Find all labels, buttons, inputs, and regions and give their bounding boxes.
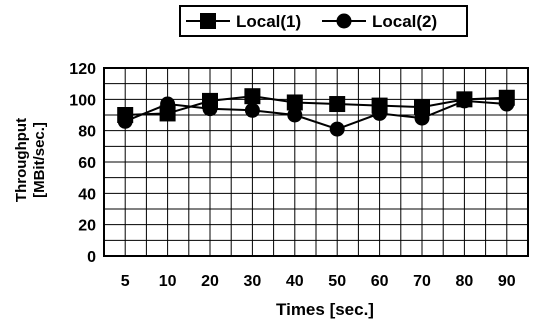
y-tick-label: 40	[78, 186, 96, 203]
y-tick-label: 20	[78, 218, 96, 235]
circle-marker	[329, 121, 345, 137]
series-2	[117, 93, 515, 137]
circle-marker	[499, 96, 515, 112]
x-tick-label: 50	[328, 273, 346, 290]
y-tick-label: 0	[87, 249, 96, 266]
legend: Local(1) Local(2)	[179, 5, 468, 37]
y-tick-label: 100	[69, 92, 96, 109]
square-marker	[414, 99, 430, 116]
circle-marker	[160, 96, 176, 112]
x-tick-labels: 5 10 20 30 40 50 60 70 80 90	[121, 273, 516, 290]
x-tick-label: 5	[121, 273, 130, 290]
y-tick-label: 120	[69, 61, 96, 78]
x-tick-label: 30	[244, 273, 262, 290]
x-tick-label: 40	[286, 273, 304, 290]
y-axis-title-line1: Throughput	[13, 118, 30, 202]
circle-marker	[414, 110, 430, 126]
legend-square-marker	[200, 13, 216, 29]
series-line	[124, 99, 507, 131]
legend-circle-marker	[336, 13, 352, 29]
x-tick-label: 60	[371, 273, 389, 290]
legend-label: Local(2)	[372, 12, 437, 31]
circle-marker	[244, 102, 260, 118]
circle-marker	[456, 93, 472, 109]
circle-marker	[287, 107, 303, 123]
x-axis-title: Times [sec.]	[276, 300, 374, 319]
circle-marker	[202, 101, 218, 117]
y-tick-label: 80	[78, 124, 96, 141]
circle-marker	[117, 113, 133, 129]
x-tick-label: 20	[201, 273, 219, 290]
x-tick-label: 80	[456, 273, 474, 290]
x-tick-label: 90	[498, 273, 516, 290]
x-tick-label: 10	[159, 273, 177, 290]
y-tick-label: 60	[78, 155, 96, 172]
series-layer	[117, 88, 515, 137]
square-marker	[244, 88, 261, 105]
square-marker	[329, 96, 346, 113]
y-axis-title: Throughput [MBit/sec.]	[13, 118, 48, 202]
y-axis-title-line2: [MBit/sec.]	[31, 122, 48, 198]
legend-label: Local(1)	[236, 12, 301, 31]
y-tick-labels: 0 20 40 60 80 100 120	[69, 61, 96, 266]
x-tick-label: 70	[413, 273, 431, 290]
legend-box	[179, 5, 468, 37]
circle-marker	[372, 105, 388, 121]
square-marker	[286, 94, 303, 111]
